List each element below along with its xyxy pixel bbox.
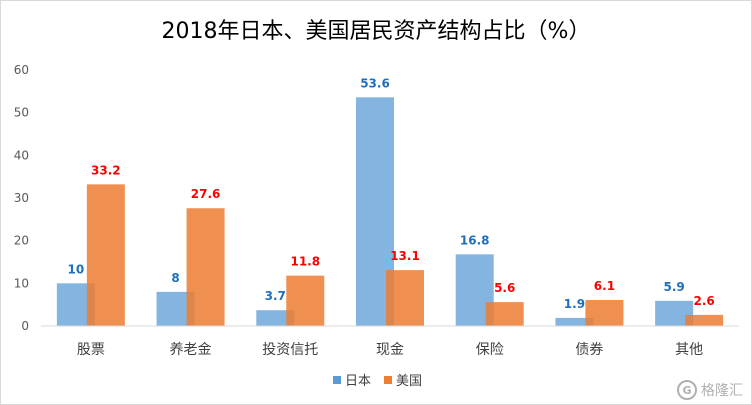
data-label: 8 [171,271,179,285]
data-label: 33.2 [91,163,121,177]
chart-title: 2018年日本、美国居民资产结构占比（%） [162,19,591,44]
x-category-label: 投资信托 [262,342,318,358]
data-label: 16.8 [460,233,490,247]
data-labels: 10 33.2 8 27.6 3.7 11.8 53.6 13.1 16.8 5.6 1.9 6.1 5… [68,76,715,311]
y-axis: 0 10 20 30 40 50 60 [14,63,29,333]
watermark-logo-icon: G [677,380,697,400]
data-label: 10 [68,262,85,276]
x-category-label: 债券 [575,342,603,358]
data-label: 13.1 [390,249,420,263]
bar-japan [555,317,594,326]
data-label: 2.6 [694,294,715,308]
bar-usa [685,314,724,326]
bar-usa [186,208,225,326]
bar-usa [286,275,325,326]
data-label: 5.6 [494,281,515,295]
bar-japan [256,310,295,326]
x-category-label: 保险 [476,342,504,358]
data-label: 27.6 [191,187,221,201]
data-label: 1.9 [564,297,585,311]
legend: 日本 美国 [333,374,422,389]
watermark: G 格隆汇 [677,380,743,400]
bar-usa [485,302,524,326]
bar-usa [585,299,624,326]
x-category-label: 其他 [675,342,703,358]
data-label: 11.8 [290,255,320,269]
x-category-label: 养老金 [170,342,212,358]
legend-label: 美国 [396,374,422,389]
y-tick-label: 20 [14,234,29,248]
x-category-label: 现金 [376,342,404,358]
data-label: 5.9 [664,280,685,294]
bars [56,97,724,326]
y-tick-label: 10 [14,276,29,290]
y-tick-label: 30 [14,191,29,205]
x-axis: 股票 养老金 投资信托 现金 保险 债券 其他 [41,325,739,358]
legend-swatch [384,376,392,384]
bar-usa [86,184,125,326]
y-tick-label: 0 [21,319,29,333]
watermark-text: 格隆汇 [701,383,743,399]
y-tick-label: 60 [14,63,29,77]
y-tick-label: 50 [14,106,29,120]
y-tick-label: 40 [14,148,29,162]
data-label: 6.1 [594,279,615,293]
data-label: 53.6 [360,76,390,90]
legend-label: 日本 [345,374,371,389]
legend-swatch [333,376,341,384]
x-category-label: 股票 [77,342,105,358]
data-label: 3.7 [265,289,286,303]
bar-usa [386,270,424,326]
